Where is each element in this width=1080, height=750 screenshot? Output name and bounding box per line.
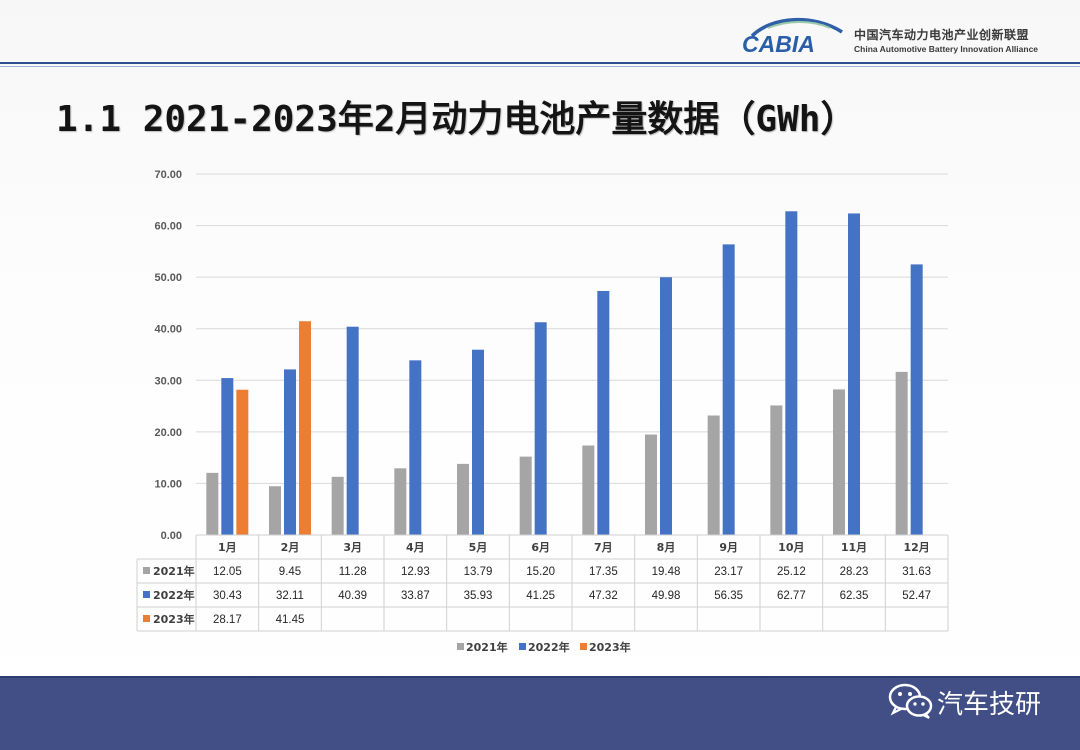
bar-2022年-3月	[346, 326, 359, 535]
y-tick-label: 70.00	[154, 169, 182, 181]
header-divider-thin	[0, 66, 1080, 67]
bar-2022年-6月	[534, 322, 547, 535]
data-label: 47.32	[589, 590, 618, 602]
data-label: 12.93	[401, 566, 430, 578]
bar-2021年-3月	[331, 476, 344, 535]
data-label: 40.39	[338, 590, 367, 602]
data-label: 62.35	[840, 590, 869, 602]
x-category-label: 6月	[531, 541, 550, 554]
legend-key	[457, 643, 464, 650]
table-legend-key	[143, 567, 150, 574]
x-category-label: 5月	[469, 541, 488, 554]
x-category-label: 12月	[904, 541, 930, 554]
x-category-label: 8月	[657, 541, 676, 554]
bar-2021年-12月	[895, 371, 908, 535]
y-tick-label: 60.00	[154, 221, 182, 233]
org-name-cn: 中国汽车动力电池产业创新联盟	[854, 28, 1030, 42]
bar-2022年-1月	[221, 378, 234, 535]
bar-2022年-10月	[785, 211, 798, 536]
bar-2023年-1月	[236, 389, 249, 535]
data-label: 17.35	[589, 566, 618, 578]
bar-2022年-9月	[722, 244, 735, 535]
footer-band	[0, 676, 1080, 750]
data-label: 56.35	[714, 590, 743, 602]
x-category-label: 4月	[406, 541, 425, 554]
data-label: 62.77	[777, 590, 806, 602]
data-label: 52.47	[902, 590, 931, 602]
legend-entry: 2021年	[466, 640, 508, 654]
data-label: 12.05	[213, 566, 242, 578]
page-title: 1.1 2021-2023年2月动力电池产量数据（GWh）	[56, 99, 857, 140]
table-row-header: 2021年	[153, 564, 195, 578]
data-label: 19.48	[652, 566, 681, 578]
bar-2021年-6月	[519, 456, 532, 535]
org-logo: CABIA 中国汽车动力电池产业创新联盟 China Automotive Ba…	[738, 14, 1078, 58]
x-category-label: 3月	[343, 541, 362, 554]
logo-mark-text: CABIA	[742, 31, 815, 57]
data-label: 13.79	[464, 566, 493, 578]
bar-2022年-8月	[660, 277, 672, 535]
bar-2021年-4月	[394, 468, 407, 535]
table-row-header: 2022年	[153, 588, 195, 602]
data-label: 32.11	[276, 590, 304, 602]
bar-2021年-8月	[645, 434, 657, 535]
x-category-label: 7月	[594, 541, 613, 554]
data-label: 9.45	[279, 566, 301, 578]
x-category-label: 9月	[719, 541, 738, 554]
data-label: 25.12	[777, 566, 806, 578]
table-legend-key	[143, 615, 150, 622]
data-label: 15.20	[526, 566, 555, 578]
bar-2021年-9月	[707, 415, 720, 535]
x-category-label: 10月	[778, 541, 804, 554]
watermark-text: 汽车技研	[937, 690, 1042, 720]
legend-key	[580, 643, 587, 650]
x-category-label: 11月	[841, 541, 867, 554]
data-label: 41.25	[526, 590, 555, 602]
x-category-label: 2月	[281, 541, 300, 554]
y-tick-label: 0.00	[161, 530, 182, 542]
data-label: 33.87	[401, 590, 430, 602]
wechat-icon	[888, 683, 933, 719]
bar-2022年-7月	[597, 290, 610, 535]
legend-entry: 2022年	[528, 640, 570, 654]
x-category-label: 1月	[218, 541, 237, 554]
y-tick-label: 20.00	[154, 427, 182, 439]
bar-2022年-12月	[910, 264, 923, 535]
y-tick-label: 50.00	[154, 272, 182, 284]
org-name-en: China Automotive Battery Innovation Alli…	[854, 44, 1039, 54]
bar-2021年-2月	[269, 486, 281, 535]
legend-key	[519, 643, 526, 650]
bar-2021年-10月	[770, 405, 783, 535]
data-label: 35.93	[464, 590, 493, 602]
bar-2022年-5月	[472, 349, 484, 535]
data-label: 31.63	[902, 566, 931, 578]
y-tick-label: 10.00	[154, 478, 182, 490]
data-label: 49.98	[652, 590, 681, 602]
bar-2021年-11月	[833, 389, 845, 535]
data-label: 41.45	[276, 614, 305, 626]
y-tick-label: 30.00	[154, 375, 182, 387]
bar-2022年-11月	[848, 213, 860, 535]
bar-2022年-4月	[409, 360, 422, 535]
header-divider	[0, 62, 1080, 64]
y-tick-label: 40.00	[154, 324, 182, 336]
bar-2021年-1月	[206, 472, 219, 535]
data-label: 23.17	[714, 566, 743, 578]
table-row-header: 2023年	[153, 612, 195, 626]
bar-2021年-7月	[582, 445, 595, 535]
bar-2022年-2月	[284, 369, 296, 535]
bar-2021年-5月	[457, 463, 469, 535]
data-label: 28.17	[213, 614, 242, 626]
legend-entry: 2023年	[589, 640, 631, 654]
bar-2023年-2月	[299, 321, 311, 535]
table-legend-key	[143, 591, 150, 598]
data-label: 28.23	[840, 566, 869, 578]
data-label: 11.28	[339, 566, 367, 578]
cabia-logo-icon: CABIA	[742, 17, 843, 57]
data-label: 30.43	[213, 590, 242, 602]
